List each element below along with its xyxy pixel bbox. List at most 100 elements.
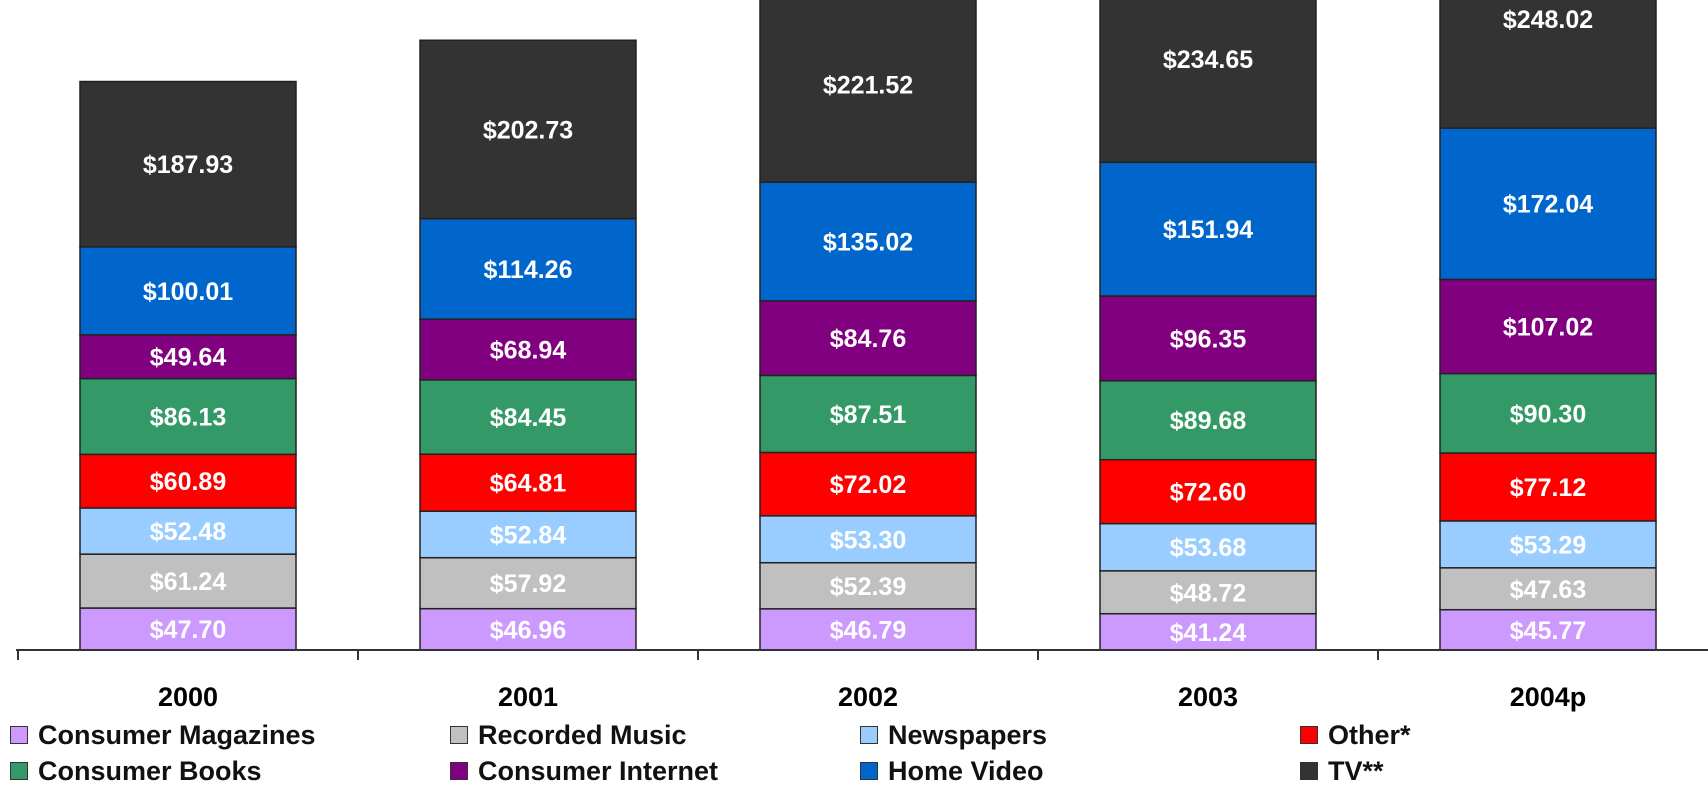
data-label: $60.89 (150, 468, 226, 496)
legend-label: Consumer Magazines (38, 719, 316, 750)
legend-item: TV** (1300, 754, 1384, 788)
bar-segment-consumer-books-2002 (759, 374, 977, 454)
bar-segment-other-2000 (79, 453, 297, 509)
data-label: $41.24 (1170, 619, 1247, 647)
bar-segment-other-2002 (759, 451, 977, 517)
legend-label: Recorded Music (478, 719, 687, 750)
legend: Consumer Magazines Recorded Music Newspape… (0, 718, 1708, 790)
data-label: $151.94 (1163, 216, 1253, 244)
bar-segment-other-2003 (1099, 458, 1317, 525)
data-label: $84.76 (830, 325, 906, 353)
bar-segment-recorded-music-2000 (79, 553, 297, 609)
legend-label: Consumer Books (38, 755, 262, 786)
bar-segment-newspapers-2002 (759, 515, 977, 564)
legend-swatch (450, 726, 468, 744)
bar-segment-newspapers-2003 (1099, 522, 1317, 572)
data-label: $89.68 (1170, 407, 1247, 435)
bar-segment-consumer-magazines-2000 (79, 607, 297, 651)
data-label: $49.64 (150, 344, 227, 372)
data-label: $72.60 (1170, 479, 1246, 507)
data-label: $114.26 (484, 256, 573, 284)
bar-segment-home-video-2000 (79, 246, 297, 336)
data-label: $45.77 (1510, 617, 1586, 645)
legend-item: Recorded Music (450, 718, 687, 752)
legend-swatch (1300, 726, 1318, 744)
data-label: $52.48 (150, 518, 227, 546)
bar-segment-home-video-2004p (1439, 127, 1657, 281)
stacked-bar-chart: $47.70 $61.24 $52.48 $60.89 $86.13 $49.64 $100… (16, 0, 1708, 712)
bar-segment-recorded-music-2003 (1099, 570, 1317, 615)
bar-segment-tv-2000 (79, 80, 297, 248)
data-label: $135.02 (823, 228, 913, 256)
bar-segment-consumer-internet-2000 (79, 334, 297, 380)
legend-item: Newspapers (860, 718, 1047, 752)
data-label: $248.02 (1503, 6, 1593, 34)
data-label: $100.01 (143, 278, 233, 306)
x-tick-label: 2001 (498, 682, 558, 712)
data-label: $221.52 (823, 72, 913, 100)
data-label: $77.12 (1510, 474, 1586, 502)
bar-segment-consumer-magazines-2003 (1099, 612, 1317, 651)
legend-item: Consumer Books (10, 754, 262, 788)
data-label: $57.92 (490, 570, 566, 598)
data-label: $202.73 (483, 116, 573, 144)
x-tick-label: 2004p (1510, 682, 1587, 712)
legend-swatch (450, 762, 468, 780)
bar-segment-home-video-2001 (419, 217, 637, 320)
data-label: $107.02 (1503, 313, 1593, 341)
bar-segment-consumer-books-2004p (1439, 372, 1657, 454)
bar-segment-other-2001 (419, 453, 637, 512)
bar-segment-consumer-magazines-2002 (759, 608, 977, 651)
bar-segment-recorded-music-2002 (759, 561, 977, 610)
data-label: $46.96 (490, 616, 566, 644)
bar-segment-consumer-internet-2004p (1439, 278, 1657, 375)
legend-label: Newspapers (888, 719, 1048, 750)
bar-segment-home-video-2003 (1099, 161, 1317, 297)
data-label: $48.72 (1170, 579, 1246, 607)
bar-segment-tv-2001 (419, 39, 637, 220)
data-label: $52.84 (490, 521, 567, 549)
legend-item: Consumer Internet (450, 754, 718, 788)
x-tick-label: 2000 (158, 682, 218, 712)
legend-item: Home Video (860, 754, 1044, 788)
legend-swatch (10, 762, 28, 780)
data-label: $96.35 (1170, 325, 1247, 353)
data-label: $234.65 (1163, 46, 1253, 74)
bar-segment-other-2004p (1439, 452, 1657, 522)
legend-label: Home Video (888, 755, 1044, 786)
data-label: $47.63 (1510, 576, 1586, 604)
legend-label: Consumer Internet (478, 755, 719, 786)
bar-segment-consumer-books-2001 (419, 379, 637, 455)
legend-swatch (10, 726, 28, 744)
bar-segment-tv-2003 (1099, 0, 1317, 164)
data-label: $90.30 (1510, 400, 1586, 428)
bars-layer: $47.70 $61.24 $52.48 $60.89 $86.13 $49.64 $100… (79, 0, 1657, 651)
data-label: $52.39 (830, 573, 906, 601)
data-label: $46.79 (830, 616, 906, 644)
bar-segment-newspapers-2001 (419, 510, 637, 559)
legend-item: Consumer Magazines (10, 718, 316, 752)
x-axis: 2000 2001 2002 2003 2004p (16, 649, 1708, 712)
legend-label: Other* (1328, 719, 1411, 750)
bar-segment-recorded-music-2001 (419, 556, 637, 610)
data-label: $84.45 (490, 404, 567, 432)
data-label: $64.81 (490, 470, 567, 498)
data-label: $53.29 (1510, 531, 1586, 559)
bar-segment-home-video-2002 (759, 181, 977, 302)
legend-swatch (860, 726, 878, 744)
data-label: $47.70 (150, 616, 226, 644)
bar-segment-newspapers-2004p (1439, 520, 1657, 569)
data-label: $72.02 (830, 471, 906, 499)
bar-segment-consumer-books-2000 (79, 377, 297, 456)
legend-label: TV** (1328, 755, 1384, 786)
legend-swatch (860, 762, 878, 780)
data-label: $87.51 (830, 401, 907, 429)
data-label: $187.93 (143, 151, 233, 179)
bar-segment-tv-2004p (1439, 0, 1657, 129)
data-label: $53.30 (830, 526, 906, 554)
x-tick-label: 2003 (1178, 682, 1238, 712)
data-label: $53.68 (1170, 534, 1247, 562)
x-tick-label: 2002 (838, 682, 898, 712)
legend-item: Other* (1300, 718, 1411, 752)
data-label: $172.04 (1503, 191, 1593, 219)
